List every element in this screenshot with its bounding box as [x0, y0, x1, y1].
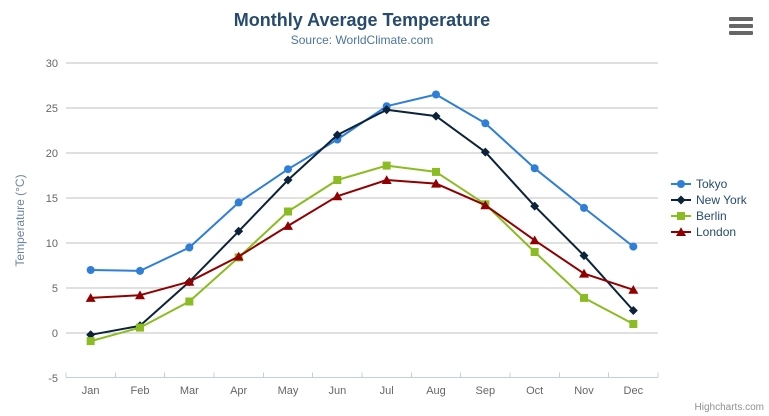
x-axis-label: Jun: [328, 385, 346, 397]
data-point-new-york[interactable]: [86, 330, 96, 340]
y-axis-label: -5: [48, 373, 58, 385]
data-point-tokyo[interactable]: [629, 242, 638, 251]
legend-label: New York: [696, 193, 747, 207]
data-point-london[interactable]: [480, 200, 491, 210]
square-marker-icon: [677, 212, 685, 220]
data-point-berlin[interactable]: [185, 297, 194, 306]
y-axis-title: Temperature (°C): [13, 174, 27, 266]
legend-item-new-york[interactable]: New York: [671, 193, 747, 207]
y-axis-label: 30: [46, 58, 58, 70]
data-point-london[interactable]: [283, 221, 293, 230]
chart-subtitle: Source: WorldClimate.com: [290, 33, 434, 47]
triangle-marker-icon: [676, 227, 686, 236]
data-point-tokyo[interactable]: [185, 243, 194, 252]
data-point-berlin[interactable]: [432, 167, 440, 176]
data-point-tokyo[interactable]: [580, 203, 588, 212]
data-point-london[interactable]: [332, 191, 343, 201]
legend-label: London: [696, 225, 737, 239]
series-line-tokyo: [89, 93, 635, 272]
data-point-london[interactable]: [431, 178, 441, 188]
data-point-berlin[interactable]: [580, 293, 588, 302]
credits-link[interactable]: Highcharts.com: [694, 402, 764, 413]
y-axis-label: 0: [52, 328, 58, 340]
data-point-berlin[interactable]: [333, 176, 342, 184]
x-axis-label: Jan: [82, 385, 100, 397]
hamburger-menu-icon: [729, 31, 753, 35]
diamond-marker-icon: [676, 195, 686, 205]
legend-marker-circle-icon: [671, 180, 691, 188]
data-point-new-york[interactable]: [382, 105, 392, 115]
data-point-london[interactable]: [529, 235, 540, 245]
data-point-new-york[interactable]: [530, 201, 540, 211]
data-point-london[interactable]: [184, 276, 195, 286]
y-axis-label: 20: [46, 148, 58, 160]
data-point-berlin[interactable]: [382, 161, 391, 170]
context-menu-button[interactable]: [728, 15, 754, 37]
y-axis-label: 10: [46, 238, 58, 250]
legend-marker-square-icon: [671, 212, 691, 220]
data-point-berlin[interactable]: [86, 337, 95, 346]
x-axis-label: Nov: [574, 385, 594, 397]
x-axis-label: May: [278, 385, 299, 397]
data-point-london[interactable]: [85, 293, 96, 302]
data-point-tokyo[interactable]: [481, 119, 490, 128]
legend: Tokyo New York Berlin London: [671, 177, 747, 239]
data-point-new-york[interactable]: [579, 251, 589, 261]
data-point-berlin[interactable]: [284, 207, 292, 216]
data-point-tokyo[interactable]: [136, 266, 144, 275]
series-line-new-york: [89, 108, 635, 336]
data-point-new-york[interactable]: [283, 175, 293, 185]
data-point-new-york[interactable]: [332, 130, 342, 140]
x-axis-label: Apr: [230, 385, 247, 397]
series-line-london: [89, 179, 635, 299]
x-axis-label: Sep: [476, 385, 496, 397]
data-point-new-york[interactable]: [628, 306, 638, 315]
x-axis-label: Aug: [426, 385, 446, 397]
data-point-tokyo[interactable]: [530, 164, 539, 173]
chart-title: Monthly Average Temperature: [233, 10, 491, 30]
y-axis-label: 25: [46, 103, 58, 115]
data-point-tokyo[interactable]: [86, 266, 95, 274]
legend-label: Tokyo: [696, 177, 728, 191]
data-point-london[interactable]: [628, 285, 639, 294]
data-point-tokyo[interactable]: [432, 90, 440, 99]
legend-marker-triangle-icon: [671, 227, 691, 236]
data-point-tokyo[interactable]: [284, 165, 292, 174]
data-point-tokyo[interactable]: [234, 198, 243, 207]
series-line-berlin: [89, 164, 635, 343]
legend-marker-diamond-icon: [671, 195, 691, 205]
data-point-new-york[interactable]: [431, 111, 441, 121]
data-point-berlin[interactable]: [136, 323, 144, 332]
legend-label: Berlin: [696, 209, 727, 223]
legend-item-london[interactable]: London: [671, 225, 747, 239]
circle-marker-icon: [677, 180, 685, 188]
data-point-berlin[interactable]: [629, 320, 638, 328]
data-point-london[interactable]: [381, 175, 392, 184]
y-axis-label: 5: [52, 283, 58, 295]
legend-item-tokyo[interactable]: Tokyo: [671, 177, 747, 191]
x-axis-label: Dec: [624, 385, 644, 397]
hamburger-menu-icon: [729, 17, 753, 21]
data-point-new-york[interactable]: [234, 226, 244, 236]
x-axis-label: Mar: [180, 385, 199, 397]
data-point-london[interactable]: [135, 290, 145, 300]
data-point-london[interactable]: [233, 251, 244, 261]
y-axis-label: 15: [46, 193, 58, 205]
x-axis-label: Feb: [131, 385, 150, 397]
data-point-berlin[interactable]: [530, 248, 539, 256]
legend-item-berlin[interactable]: Berlin: [671, 209, 747, 223]
data-point-london[interactable]: [579, 268, 589, 278]
data-point-new-york[interactable]: [480, 147, 490, 157]
hamburger-menu-icon: [729, 24, 753, 28]
x-axis-label: Oct: [526, 385, 543, 397]
x-axis-label: Jul: [380, 385, 394, 397]
